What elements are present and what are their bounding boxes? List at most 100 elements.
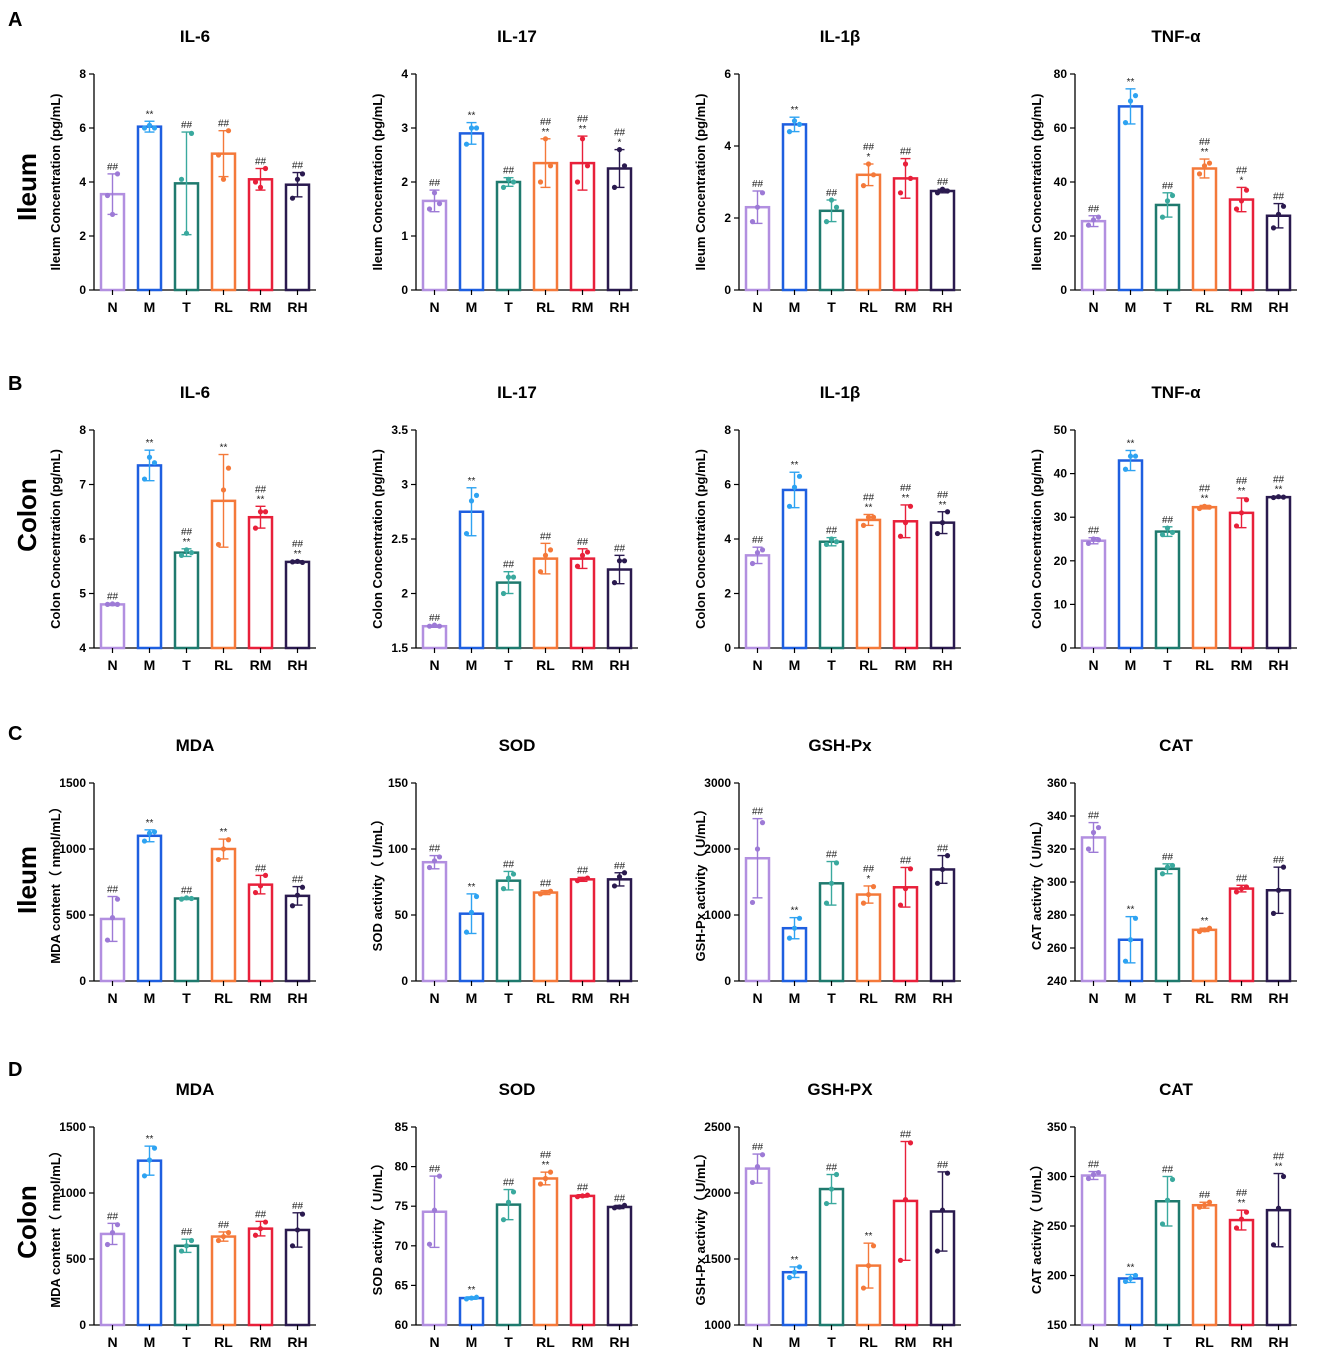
significance-mark: ## [503,859,515,870]
y-tick-label: 150 [1047,1318,1067,1332]
significance-mark: ## [1088,204,1100,215]
data-point [294,176,301,182]
data-point [1201,503,1208,509]
y-tick-label: 20 [1054,229,1068,243]
chart-title: IL-6 [180,383,210,402]
chart-title: IL-1β [820,27,861,46]
y-tick-label: 2000 [704,842,731,856]
data-point [510,1189,517,1195]
panel-letter-b: B [8,373,22,395]
data-point [1090,536,1097,542]
data-point [1201,163,1208,169]
bar-t [495,1203,522,1327]
data-point [1122,466,1129,472]
significance-mark: ## [752,179,764,190]
data-point [907,866,914,872]
data-point [621,870,628,876]
data-point [225,465,232,471]
data-point [436,623,443,629]
data-point [257,1226,264,1232]
chart-title: MDA [176,736,215,755]
y-tick-label: 260 [1047,941,1067,955]
y-tick-label: 0 [79,974,86,988]
x-tick-label-rl: RL [859,1334,878,1350]
data-point [1132,915,1139,921]
significance-mark: ## [540,117,552,128]
y-tick-label: 3000 [704,776,731,790]
data-point [907,503,914,509]
significance-mark: ## [863,492,875,503]
data-point [621,1202,628,1209]
bar-rm [569,878,596,983]
data-point [749,1179,756,1186]
data-point [468,125,475,131]
data-point [749,899,756,906]
data-point [791,118,798,124]
data-point [542,552,549,558]
data-point [188,130,195,136]
significance-mark: ## [429,613,441,624]
chart-a-1: IL-6 Ileum Concentration (pg/mL) 0 2 4 6 8 ## N *… [48,27,316,315]
data-point [944,509,951,515]
significance-mark: ** [1238,486,1246,497]
x-tick-label-m: M [1125,657,1137,673]
x-tick-label-t: T [182,657,191,673]
data-point [463,1296,470,1302]
data-point [1243,187,1250,193]
x-tick-label-rh: RH [287,299,307,315]
data-point [1169,529,1176,536]
data-point [1206,504,1213,510]
significance-mark: ## [826,850,838,861]
significance-mark: ## [540,531,552,542]
data-point [220,846,227,852]
y-tick-label: 500 [66,908,86,922]
significance-mark: ** [1127,77,1135,88]
data-point [823,219,830,225]
significance-mark: ** [294,549,302,560]
chart-title: MDA [176,1080,215,1099]
data-point [542,136,549,142]
x-tick-label-m: M [144,657,156,673]
chart-title: IL-6 [180,27,210,46]
data-point [1238,510,1245,516]
chart-d-2: SOD SOD activity（ U/mL） 60 65 70 75 80 85 ## N ** M… [370,1080,638,1350]
x-tick-label-m: M [144,1334,156,1350]
significance-mark: ## [1088,811,1100,822]
chart-b-3: IL-1β Colon Concentration (pg/mL) 0 2 4 6 8 ## N… [693,383,961,673]
data-point [1090,829,1097,836]
data-point [902,886,909,892]
charts-layer: IL-6 Ileum Concentration (pg/mL) 0 2 4 6 8 ## N *… [48,27,1297,1350]
significance-mark: ## [181,120,193,131]
x-tick-label-rh: RH [609,657,629,673]
x-tick-label-t: T [1163,1334,1172,1350]
data-point [759,547,766,553]
data-point [1169,192,1176,199]
x-tick-label-m: M [466,990,478,1006]
data-point [505,574,512,580]
significance-mark: ## [1162,515,1174,526]
data-point [1233,1225,1240,1231]
data-point [188,895,195,902]
x-tick-label-rl: RL [1195,990,1214,1006]
data-point [1122,958,1129,964]
data-point [1122,120,1129,126]
bar-rl [1191,928,1218,983]
data-point [823,541,830,548]
data-point [215,1237,222,1244]
x-tick-label-rl: RL [214,657,233,673]
data-point [786,503,793,509]
data-point [934,530,941,537]
significance-mark: ** [146,438,154,449]
x-tick-label-rh: RH [609,299,629,315]
y-tick-label: 2 [79,229,86,243]
data-point [220,487,227,493]
x-tick-label-n: N [1088,657,1098,673]
y-tick-label: 10 [1054,597,1068,611]
significance-mark: ## [181,1227,193,1238]
x-tick-label-m: M [1125,299,1137,315]
significance-mark: ## [181,885,193,896]
data-point [934,190,941,196]
data-point [939,520,946,526]
data-point [151,829,158,835]
x-tick-label-n: N [1088,1334,1098,1350]
